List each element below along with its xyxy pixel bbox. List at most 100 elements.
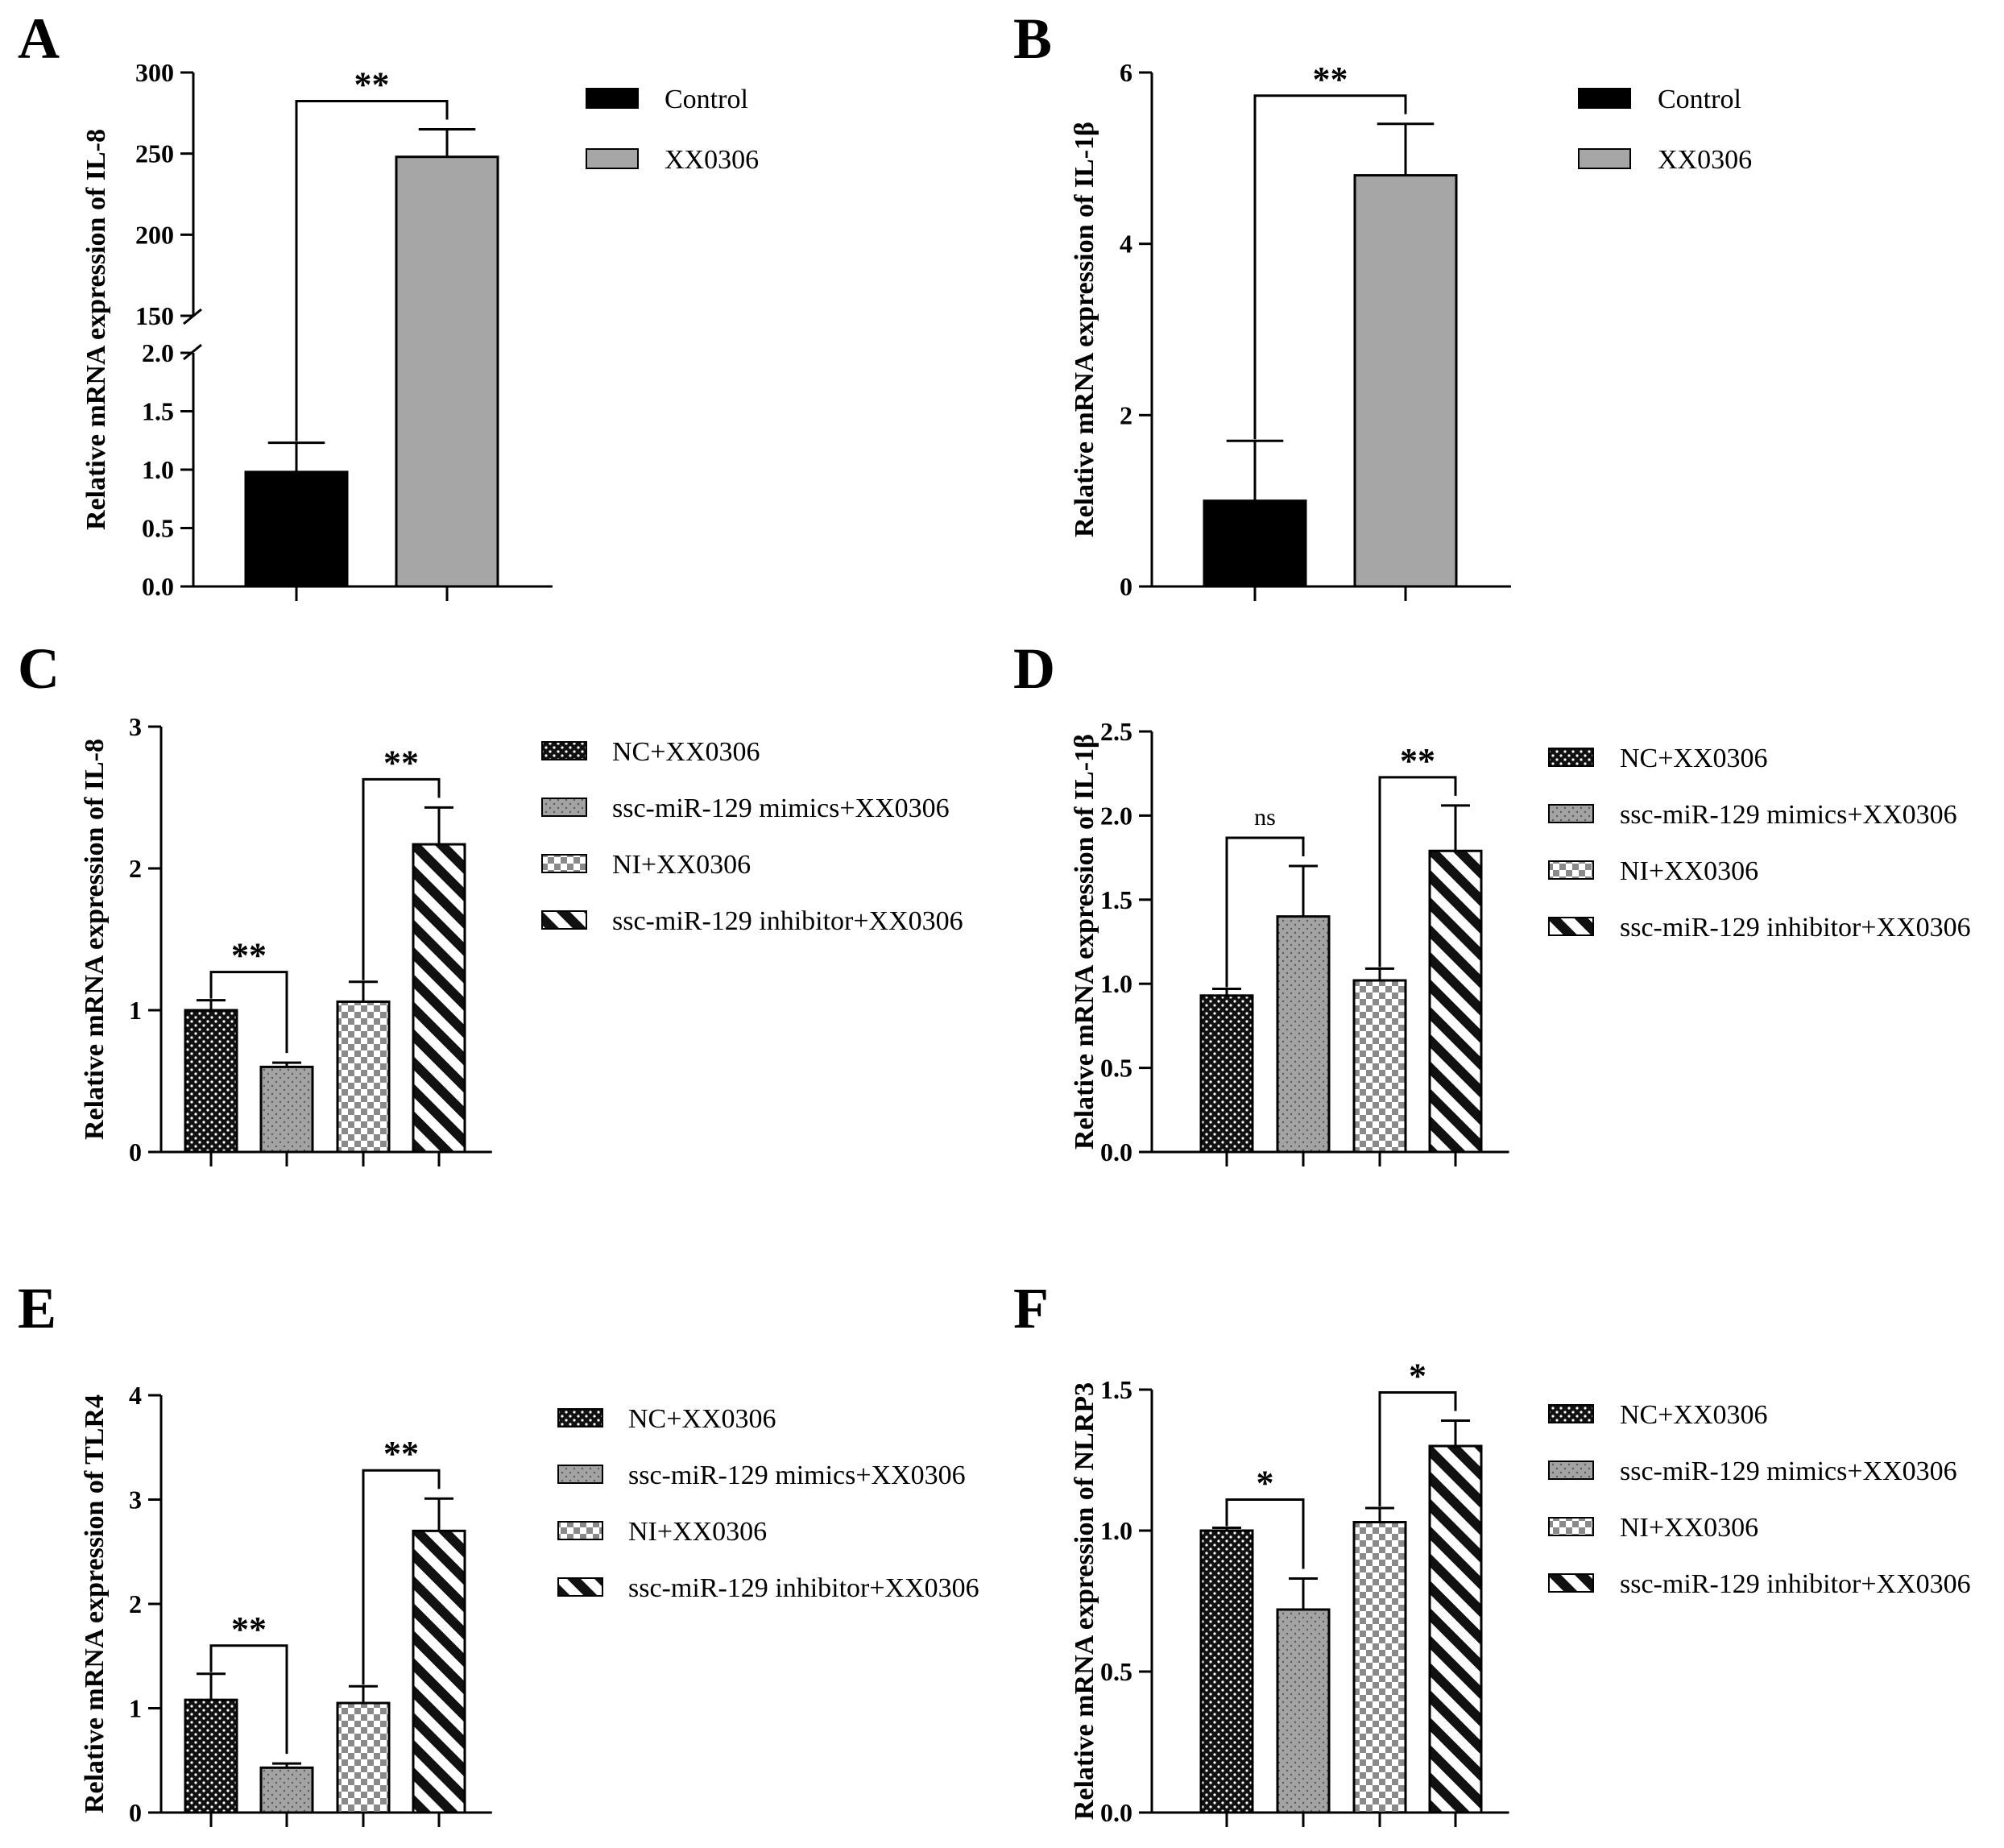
- legend-label: ssc-miR-129 inhibitor+XX0306: [1620, 913, 1971, 943]
- legend-swatch: [557, 1465, 603, 1484]
- bar: [1428, 849, 1483, 1154]
- bar: [1276, 915, 1331, 1154]
- y-tick-label: 2.5: [1100, 717, 1132, 746]
- y-tick-label: 2: [129, 1589, 142, 1618]
- y-tick-label: 0.5: [142, 514, 174, 543]
- significance-bracket: [1225, 836, 1305, 988]
- bar: [395, 155, 499, 588]
- y-tick-label: 0.5: [1100, 1657, 1132, 1686]
- bar: [184, 1698, 238, 1814]
- legend-swatch: [1548, 1404, 1594, 1423]
- bar: [336, 1701, 391, 1814]
- y-tick-label: 250: [135, 139, 174, 168]
- legend-swatch: [586, 148, 639, 169]
- significance-bracket: [1253, 94, 1407, 440]
- y-tick-label: 0: [129, 1798, 142, 1827]
- legend-label: ssc-miR-129 inhibitor+XX0306: [612, 906, 963, 936]
- significance-bracket: [1378, 776, 1457, 968]
- y-tick-label: 1.0: [142, 455, 174, 484]
- legend-swatch: [557, 1408, 603, 1427]
- legend-label: NI+XX0306: [628, 1517, 767, 1547]
- bar: [1199, 994, 1254, 1154]
- y-tick-label: 1.5: [1100, 885, 1132, 914]
- y-tick-label: 2: [129, 854, 142, 883]
- legend-swatch: [1548, 860, 1594, 880]
- legend-label: ssc-miR-129 mimics+XX0306: [1620, 1456, 1957, 1486]
- significance-label: **: [231, 936, 267, 976]
- legend-swatch: [1548, 1517, 1594, 1536]
- bar: [1276, 1608, 1331, 1814]
- legend-label: NI+XX0306: [1620, 856, 1758, 886]
- significance-label: **: [231, 1610, 267, 1649]
- legend-label: NC+XX0306: [1620, 744, 1768, 773]
- legend-label: NC+XX0306: [628, 1404, 776, 1434]
- legend-label: ssc-miR-129 mimics+XX0306: [612, 793, 950, 823]
- bar: [1353, 174, 1458, 588]
- bar: [1203, 499, 1307, 588]
- y-tick-label: 150: [135, 301, 174, 330]
- y-axis-label: Relative mRNA expression of IL-8: [80, 739, 110, 1140]
- y-axis-label: Relative mRNA expression of TLR4: [80, 1394, 110, 1813]
- y-axis-label: Relative mRNA expression of NLRP3: [1070, 1382, 1099, 1820]
- legend-label: ssc-miR-129 inhibitor+XX0306: [628, 1573, 979, 1603]
- legend-label: NI+XX0306: [612, 850, 751, 880]
- y-tick-label: 0.5: [1100, 1054, 1132, 1083]
- panel-f: F Relative mRNA expression of NLRP3 0.0 0.5…: [1013, 1276, 1971, 1827]
- panel-b: B Relative mRNA expression of IL-1β 0 2 4 6 **…: [1013, 6, 1752, 601]
- panel-letter: F: [1013, 1276, 1049, 1340]
- y-tick-label: 1.5: [142, 397, 174, 426]
- y-tick-label: 1.0: [1100, 969, 1132, 998]
- legend-label: XX0306: [1658, 145, 1752, 175]
- y-axis-label: Relative mRNA expression of IL-1β: [1070, 122, 1099, 537]
- panel-letter: C: [18, 636, 60, 701]
- significance-bracket: [295, 99, 449, 441]
- y-tick-label: 0: [1120, 572, 1132, 601]
- significance-bracket: [362, 1469, 441, 1685]
- y-tick-label: 2.0: [142, 338, 174, 367]
- y-tick-label: 300: [135, 58, 174, 87]
- legend-label: NC+XX0306: [1620, 1400, 1768, 1430]
- panel-a: A Relative mRNA expression of IL-8 0.0 0.5 1…: [18, 6, 759, 601]
- legend-label: XX0306: [665, 145, 759, 175]
- legend-label: Control: [1658, 85, 1741, 114]
- legend-swatch: [1548, 804, 1594, 823]
- significance-bracket: [1225, 1498, 1305, 1569]
- panel-letter: A: [18, 6, 60, 71]
- legend-swatch: [541, 854, 587, 873]
- y-axis-label: Relative mRNA expression of IL-1β: [1070, 734, 1099, 1150]
- significance-label: *: [1257, 1464, 1274, 1503]
- panel-letter: B: [1013, 6, 1052, 71]
- significance-label: *: [1409, 1357, 1426, 1396]
- y-tick-label: 0.0: [142, 572, 174, 601]
- legend-swatch: [541, 910, 587, 930]
- legend-swatch: [1578, 88, 1631, 109]
- bar: [244, 470, 349, 588]
- y-tick-label: 1.0: [1100, 1516, 1132, 1545]
- significance-label: ns: [1254, 804, 1276, 831]
- legend-swatch: [1548, 1573, 1594, 1593]
- significance-bracket: [209, 971, 288, 1054]
- y-tick-label: 1: [129, 996, 142, 1025]
- y-tick-label: 4: [1120, 230, 1132, 259]
- panel-letter: E: [18, 1276, 56, 1340]
- y-tick-label: 4: [129, 1381, 142, 1410]
- legend-label: ssc-miR-129 mimics+XX0306: [1620, 800, 1957, 830]
- legend-swatch: [1548, 917, 1594, 936]
- legend-swatch: [1548, 1461, 1594, 1480]
- y-tick-label: 0.0: [1100, 1137, 1132, 1166]
- significance-label: **: [383, 743, 419, 782]
- bar: [1352, 1521, 1407, 1814]
- significance-label: **: [1400, 741, 1435, 781]
- panel-c: C Relative mRNA expression of IL-8 0 1 2 3 ** *…: [18, 636, 963, 1166]
- legend-label: NI+XX0306: [1620, 1513, 1758, 1543]
- legend-label: Control: [665, 85, 748, 114]
- legend-label: ssc-miR-129 mimics+XX0306: [628, 1461, 966, 1490]
- bar: [259, 1766, 314, 1814]
- y-axis-label: Relative mRNA expression of IL-8: [81, 129, 111, 530]
- bar: [184, 1009, 238, 1154]
- panel-d: D Relative mRNA expression of IL-1β0.0 0.5…: [1013, 636, 1971, 1166]
- legend-swatch: [586, 88, 639, 109]
- legend-swatch: [1578, 148, 1631, 169]
- bar: [1428, 1444, 1483, 1814]
